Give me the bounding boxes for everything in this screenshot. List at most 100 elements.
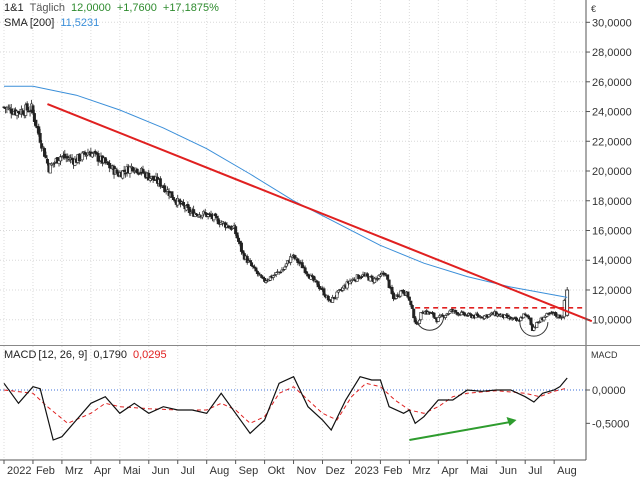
candle-body xyxy=(336,290,340,293)
candle-body xyxy=(349,280,353,283)
x-tick-label: Jun xyxy=(499,465,517,477)
candle-body xyxy=(90,153,94,158)
price-tick-label: 30,0000 xyxy=(592,17,632,29)
candle-body xyxy=(85,154,89,157)
candle-body xyxy=(436,316,440,322)
candle-body xyxy=(306,273,310,277)
candle-body xyxy=(28,110,32,112)
candle-body xyxy=(163,185,167,193)
x-tick-label: Feb xyxy=(383,465,402,477)
x-tick-label: Jul xyxy=(528,465,542,477)
candle-body xyxy=(93,150,97,153)
candle-body xyxy=(215,216,219,219)
macd-signal-value: 0,0295 xyxy=(132,349,167,361)
candle-body xyxy=(402,289,406,294)
candle-body xyxy=(115,169,119,174)
macd-legend: MACD [12, 26, 9] 0,1790 0,0295 xyxy=(4,349,173,361)
currency-label: € xyxy=(591,4,596,14)
downtrend-line xyxy=(47,103,593,323)
double-bottom-arc xyxy=(519,322,549,337)
candle-body xyxy=(41,146,45,149)
candle-body xyxy=(281,269,285,271)
candle-body xyxy=(433,317,437,319)
candle-body xyxy=(335,291,339,299)
candle-body xyxy=(187,206,191,213)
bullish-divergence-arrow xyxy=(409,421,511,441)
candle-body xyxy=(8,107,12,109)
candle-body xyxy=(488,313,492,316)
candle-body xyxy=(378,274,382,277)
macd-series xyxy=(3,375,568,441)
price-tick-label: 26,0000 xyxy=(592,77,632,89)
candle-body xyxy=(189,211,193,214)
candle-body xyxy=(283,266,287,270)
candle-body xyxy=(122,169,126,172)
price-legend: 1&1 Täglich 12,0000 +1,7600 +17,1875% xyxy=(4,2,225,14)
macd-line xyxy=(3,375,568,441)
macd-tick-label: -0,5000 xyxy=(592,418,629,430)
price-tick-label: 18,0000 xyxy=(592,196,632,208)
price-tick-label: 22,0000 xyxy=(592,136,632,148)
candle-body xyxy=(284,263,288,267)
macd-label: MACD xyxy=(4,349,37,361)
candle-body xyxy=(34,119,38,127)
candle-body xyxy=(409,300,413,306)
candle-body xyxy=(80,152,84,161)
macd-value: 0,1790 xyxy=(93,349,127,361)
candle-body xyxy=(25,103,29,111)
x-tick-label: Mrz xyxy=(412,465,430,477)
candle-body xyxy=(170,191,174,198)
x-tick-label: 2023 xyxy=(354,465,378,477)
candle-body xyxy=(419,312,423,320)
price-panel-bg xyxy=(0,0,586,345)
macd-tick-label: 0,0000 xyxy=(592,385,626,397)
candle-body xyxy=(70,157,74,160)
x-tick-label: Sep xyxy=(239,465,259,477)
candle-body xyxy=(160,185,164,187)
candle-body xyxy=(213,213,217,217)
sma-value: 11,5231 xyxy=(60,17,100,29)
x-tick-label: Nov xyxy=(297,465,317,477)
candle-body xyxy=(376,278,380,280)
candle-body xyxy=(200,214,204,218)
x-tick-label: Mai xyxy=(470,465,488,477)
x-tick-label: Apr xyxy=(94,465,111,477)
candle-body xyxy=(529,317,533,325)
candle-body xyxy=(365,273,369,277)
candle-body xyxy=(322,288,326,296)
candle-body xyxy=(383,272,387,275)
candle-body xyxy=(418,319,422,324)
candle-body xyxy=(542,317,546,321)
price-tick-label: 12,0000 xyxy=(592,285,632,297)
price-tick-label: 20,0000 xyxy=(592,166,632,178)
candle-body xyxy=(386,274,390,280)
candle-body xyxy=(239,242,243,252)
period-label: Täglich xyxy=(29,2,66,14)
x-tick-label: 2022 xyxy=(7,465,31,477)
candle-body xyxy=(273,274,277,276)
x-tick-label: Aug xyxy=(557,465,577,477)
candle-body xyxy=(38,133,42,143)
candle-body xyxy=(305,271,309,274)
candle-body xyxy=(271,275,275,278)
candle-body xyxy=(406,291,410,298)
price-tick-label: 24,0000 xyxy=(592,107,632,119)
candle-body xyxy=(444,315,448,318)
candle-body xyxy=(561,316,565,319)
price-tick-label: 14,0000 xyxy=(592,255,632,267)
candle-body xyxy=(31,105,35,114)
x-tick-label: Jun xyxy=(152,465,170,477)
candle-body xyxy=(138,172,142,174)
candle-body xyxy=(235,232,239,239)
macd-signal-line xyxy=(3,382,568,424)
candle-body xyxy=(182,202,186,206)
candle-body xyxy=(535,322,539,328)
candle-body xyxy=(254,267,258,272)
x-tick-label: Mai xyxy=(123,465,141,477)
candle-body-last xyxy=(565,289,570,316)
double-bottom-arc xyxy=(415,316,445,331)
candle-body xyxy=(290,255,294,258)
candle-body xyxy=(241,250,245,254)
candle-body xyxy=(407,296,411,301)
